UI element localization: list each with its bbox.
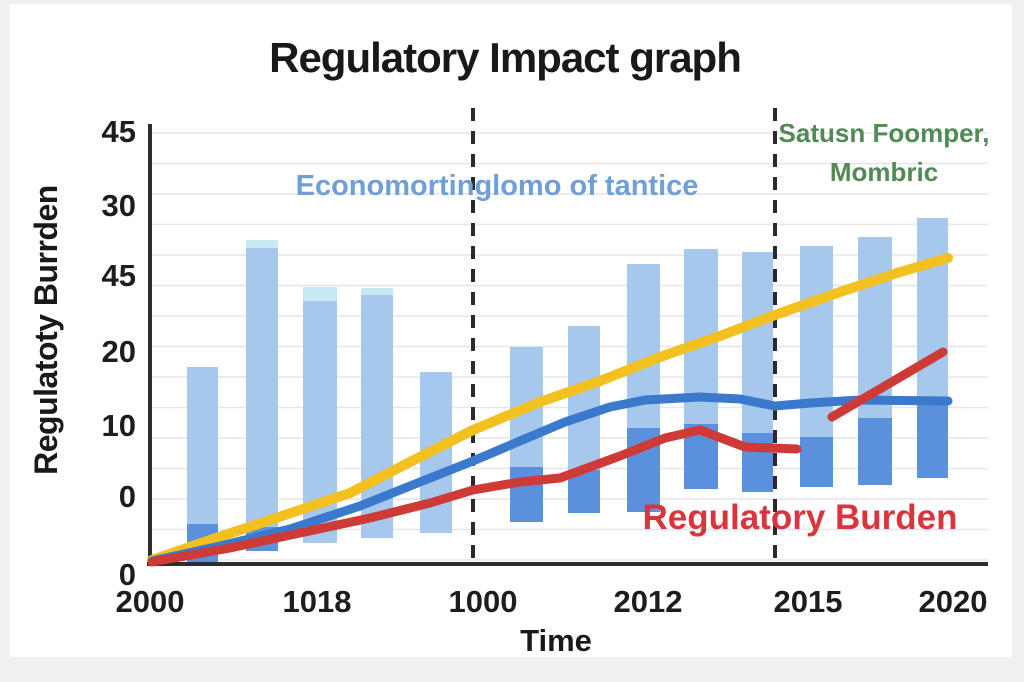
x-axis-title: Time: [520, 623, 592, 658]
x-tick-label: 1018: [283, 584, 352, 619]
y-tick-label: 20: [102, 334, 136, 369]
y-tick-label: 0: [119, 557, 136, 592]
red-trend-right-line: [827, 347, 948, 422]
annotation-regulatory-burden: Regulatory Burden: [642, 498, 957, 537]
annotation-green-line2: Mombric: [830, 157, 938, 187]
bar-dark-segment: [510, 467, 543, 522]
annotation-green-line1: Satusn Foomper,: [779, 118, 990, 148]
bar-dark-segment: [917, 400, 948, 478]
y-tick-label: 45: [102, 114, 136, 149]
x-tick-label: 2015: [774, 584, 843, 619]
red-trend-left-line: [147, 425, 802, 567]
axes-group: [147, 124, 988, 566]
bar-dark-segment: [800, 437, 833, 487]
bar-cap-segment: [246, 240, 278, 248]
trend-lines-group: [147, 253, 953, 567]
x-tick-label: 2020: [919, 584, 988, 619]
x-tick-label: 2000: [116, 584, 185, 619]
bar-dark-segment: [858, 418, 892, 485]
y-tick-label: 45: [102, 258, 136, 293]
x-tick-label: 2012: [614, 584, 683, 619]
y-tick-label: 30: [102, 188, 136, 223]
bar-light-segment: [246, 248, 278, 551]
bar-cap-segment: [361, 288, 393, 295]
x-tick-label: 1000: [449, 584, 518, 619]
yellow-trend-line: [147, 253, 953, 565]
y-tick-label: 0: [119, 479, 136, 514]
bar-cap-segment: [303, 287, 337, 301]
y-axis-title: Regulatoty Burrden: [28, 185, 64, 475]
chart-title: Regulatory Impact graph: [269, 34, 741, 81]
bar-dark-segment: [742, 433, 773, 492]
annotation-economic-label: Economortinglomo of tantice: [296, 170, 699, 202]
blue-trend-line: [147, 392, 953, 566]
y-tick-label: 10: [102, 408, 136, 443]
